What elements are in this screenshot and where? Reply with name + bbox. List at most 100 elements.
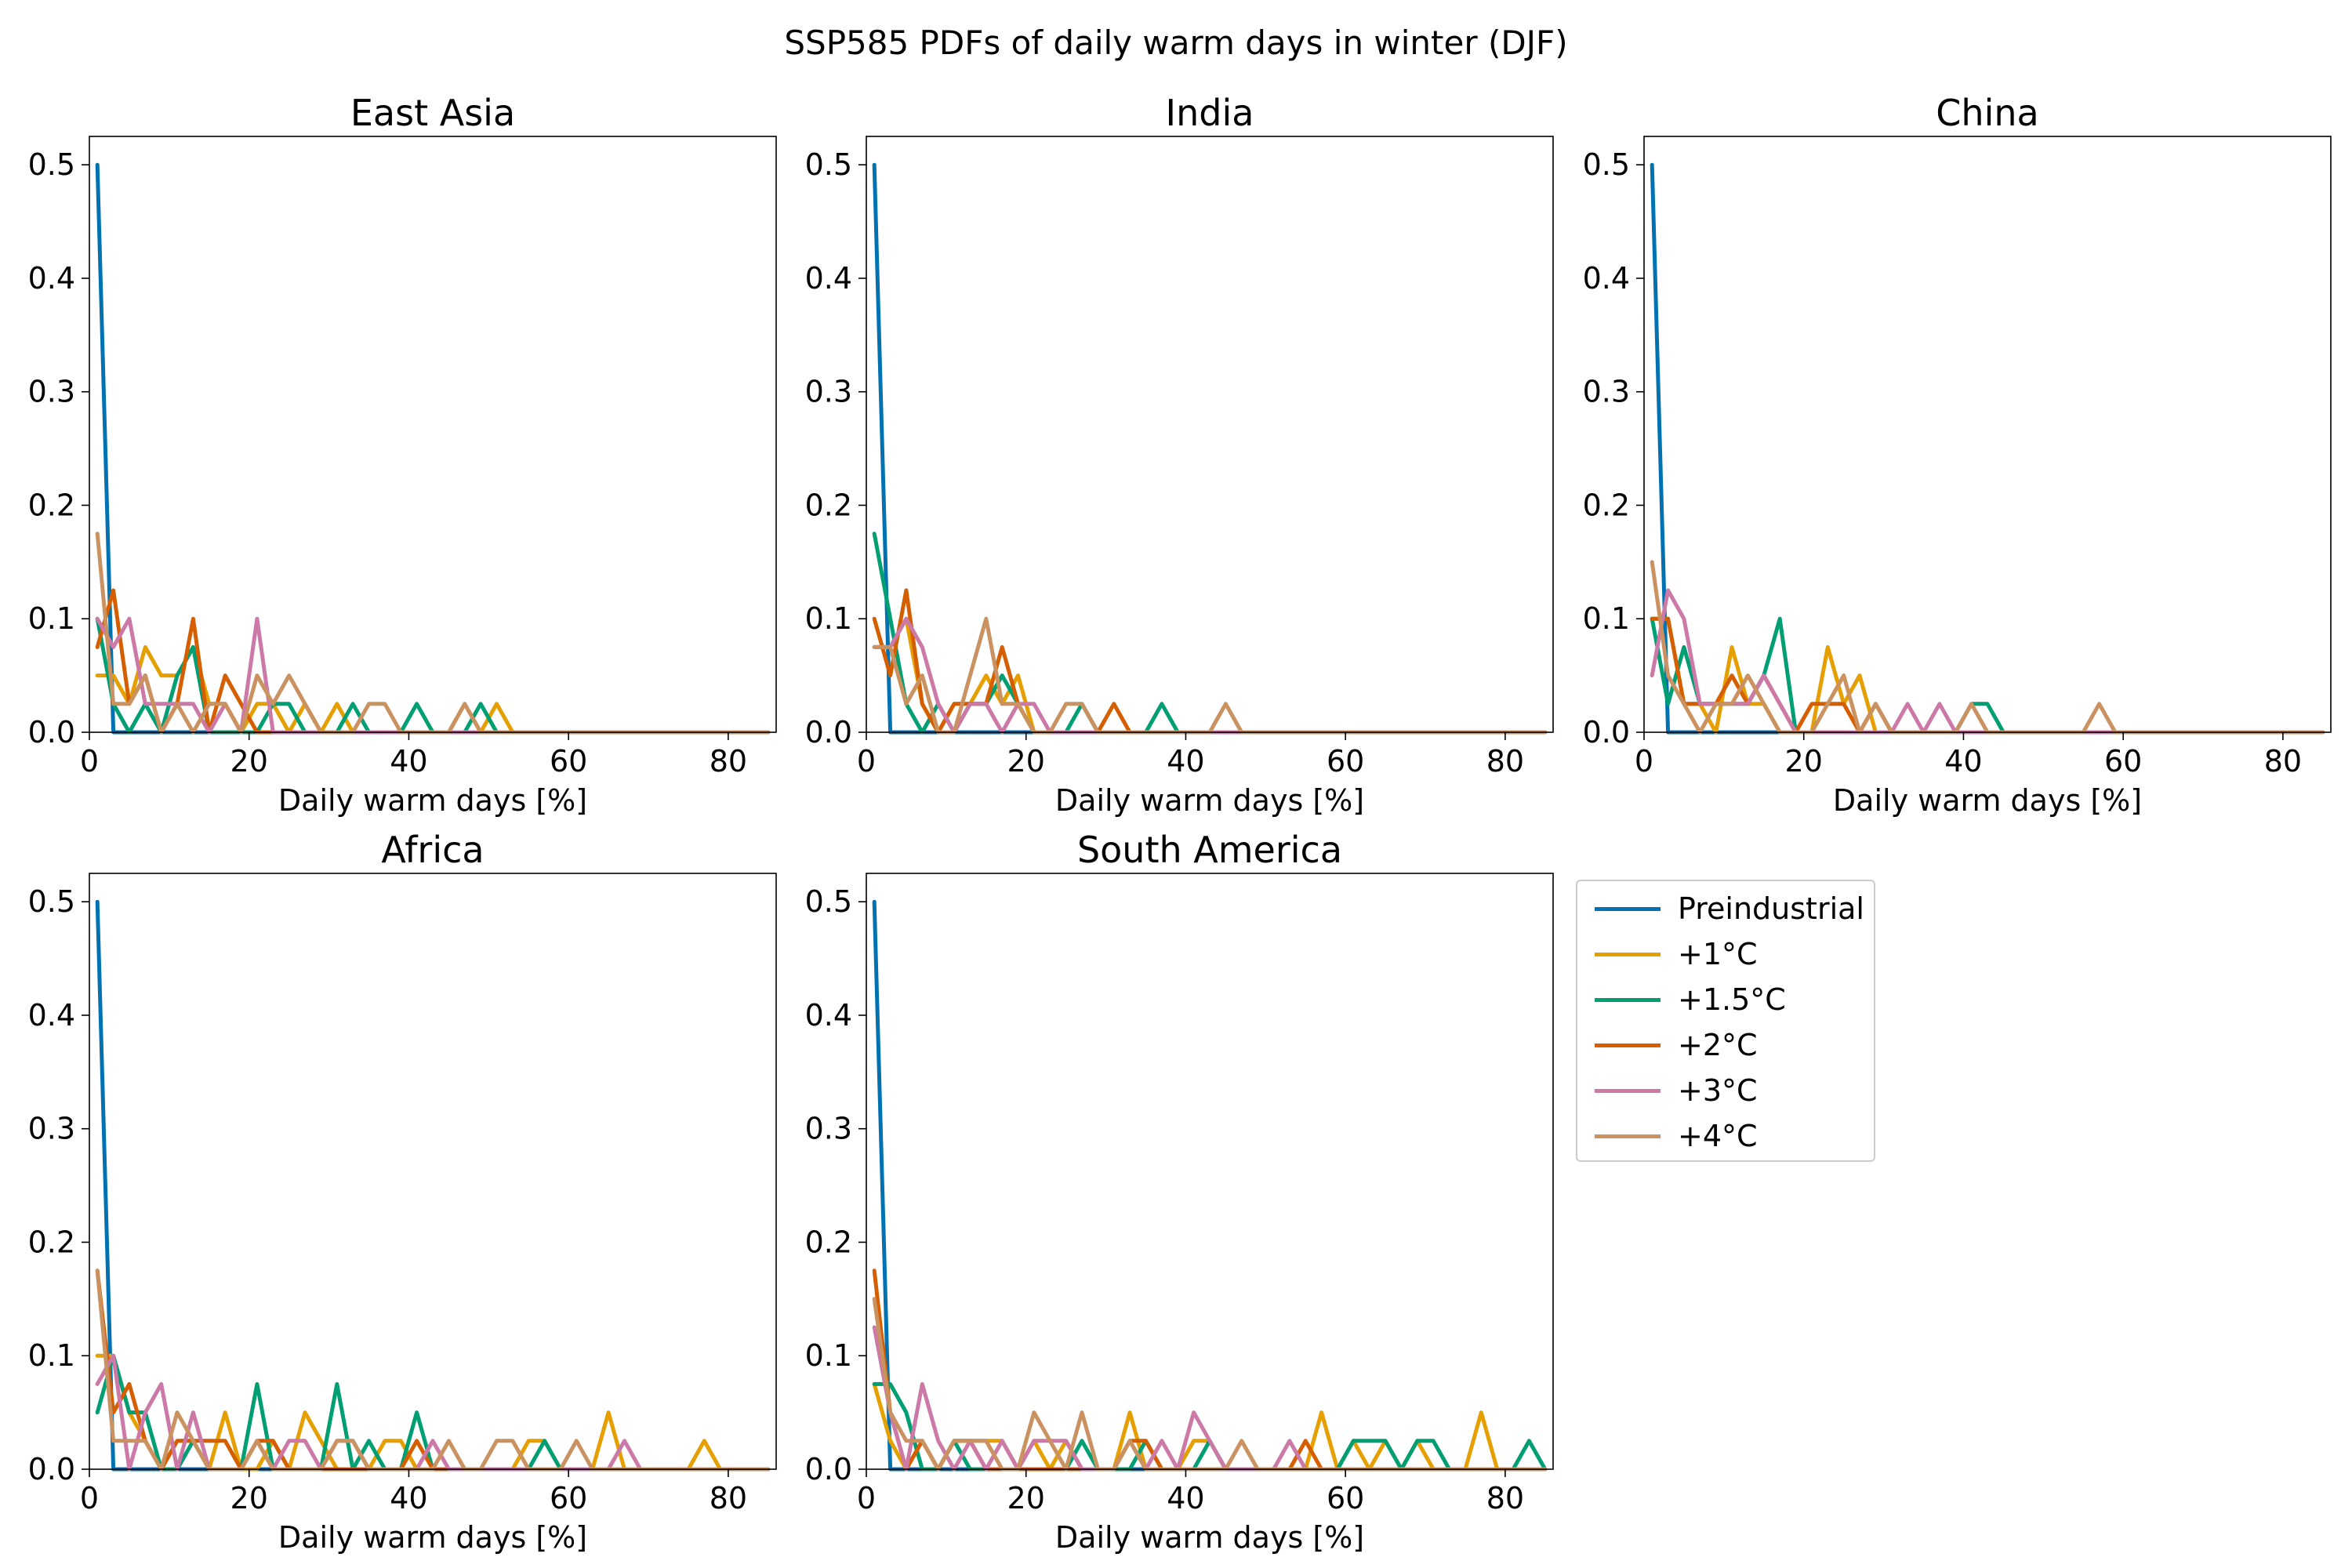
- x-tick-label: 20: [230, 1481, 268, 1515]
- legend-item-plus-1c: +1°C: [1595, 935, 1758, 974]
- y-tick-label: 0.0: [805, 715, 852, 750]
- series-line-2-c: [872, 588, 1548, 735]
- legend-label: +3°C: [1678, 1073, 1758, 1108]
- series-line-preindustrial: [1650, 162, 2325, 735]
- x-axis-label: Daily warm days [%]: [278, 1520, 587, 1555]
- x-tick-label: 0: [80, 744, 99, 779]
- y-tick-label: 0.3: [28, 375, 75, 409]
- y-tick-label: 0.5: [1583, 147, 1630, 182]
- y-tick-label: 0.5: [28, 884, 75, 919]
- panel-title: India: [1166, 92, 1254, 134]
- x-tick-label: 40: [1167, 1481, 1204, 1515]
- series-line-4-c: [95, 1269, 771, 1472]
- panel-china: China 0 20 40 60 80 0.0 0.1 0.2 0.3 0.4 0.5 Daily wa…: [1583, 92, 2332, 818]
- x-tick-label: 80: [2264, 744, 2302, 779]
- x-tick-label: 60: [550, 744, 587, 779]
- x-tick-label: 80: [1486, 1481, 1524, 1515]
- y-tick-label: 0.3: [1583, 375, 1630, 409]
- panel-title: Africa: [381, 829, 484, 871]
- x-tick-label: 60: [2104, 744, 2142, 779]
- panel-east-asia: East Asia 0 20 40 60 80 0.0 0.1 0.2 0.3 0.4 0.5 Dail…: [28, 92, 777, 818]
- legend-swatch: [1595, 906, 1661, 911]
- y-tick-label: 0.4: [805, 998, 852, 1033]
- x-tick-label: 40: [390, 744, 427, 779]
- x-axis-label: Daily warm days [%]: [1055, 1520, 1364, 1555]
- series-line-3-c: [872, 1325, 1548, 1472]
- panel-title: China: [1936, 92, 2038, 134]
- series-line-1-c: [872, 1381, 1548, 1472]
- series-line-1-5-c: [872, 1381, 1548, 1472]
- y-tick-label: 0.3: [28, 1112, 75, 1146]
- x-tick-label: 40: [1944, 744, 1982, 779]
- y-tick-label: 0.3: [805, 375, 852, 409]
- legend-item-plus-3c: +3°C: [1595, 1071, 1758, 1110]
- series-line-1-c: [1650, 616, 2325, 735]
- axes-frame: [866, 873, 1554, 1470]
- y-tick-label: 0.0: [805, 1452, 852, 1486]
- y-tick-label: 0.2: [28, 1225, 75, 1259]
- x-tick-label: 80: [1486, 744, 1524, 779]
- x-axis-label: Daily warm days [%]: [278, 783, 587, 818]
- y-tick-label: 0.3: [805, 1112, 852, 1146]
- x-tick-label: 0: [1635, 744, 1653, 779]
- panel-africa: Africa 0 20 40 60 80 0.0 0.1 0.2 0.3 0.4 0.5 Daily w…: [28, 829, 777, 1555]
- series-line-3-c: [872, 616, 1548, 735]
- x-tick-label: 60: [1327, 1481, 1364, 1515]
- x-tick-label: 60: [1327, 744, 1364, 779]
- y-tick-label: 0.5: [28, 147, 75, 182]
- x-axis-label: Daily warm days [%]: [1833, 783, 2142, 818]
- x-tick-label: 40: [1167, 744, 1204, 779]
- y-tick-label: 0.2: [1583, 488, 1630, 522]
- x-tick-label: 20: [230, 744, 268, 779]
- series-line-4-c: [95, 532, 771, 735]
- legend-swatch: [1595, 952, 1661, 956]
- x-tick-label: 0: [857, 744, 876, 779]
- y-tick-label: 0.1: [1583, 601, 1630, 636]
- x-tick-label: 20: [1785, 744, 1823, 779]
- x-tick-label: 60: [550, 1481, 587, 1515]
- series-line-4-c: [872, 616, 1548, 735]
- x-tick-label: 0: [857, 1481, 876, 1515]
- legend-item-plus-1-5c: +1.5°C: [1595, 980, 1786, 1019]
- y-tick-label: 0.0: [1583, 715, 1630, 750]
- y-tick-label: 0.2: [28, 488, 75, 522]
- legend-item-plus-4c: +4°C: [1595, 1116, 1758, 1156]
- y-tick-label: 0.4: [28, 261, 75, 296]
- y-tick-label: 0.0: [28, 1452, 75, 1486]
- axes-frame: [866, 136, 1554, 733]
- x-tick-label: 0: [80, 1481, 99, 1515]
- legend-label: +1.5°C: [1678, 982, 1786, 1017]
- legend-swatch: [1595, 1134, 1661, 1138]
- series-line-1-c: [872, 616, 1548, 735]
- series-line-preindustrial: [872, 899, 1548, 1472]
- axes-frame: [89, 873, 777, 1470]
- y-tick-label: 0.2: [805, 1225, 852, 1259]
- panel-south-america: South America 0 20 40 60 80 0.0 0.1 0.2 0.3 0.4 0.5…: [805, 829, 1554, 1555]
- panel-india: India 0 20 40 60 80 0.0 0.1 0.2 0.3 0.4 0.5 Daily wa…: [805, 92, 1554, 818]
- axes-frame: [1643, 136, 2332, 733]
- legend-label: +4°C: [1678, 1119, 1758, 1153]
- legend: Preindustrial +1°C +1.5°C +2°C +3°C +4°C: [1576, 880, 1875, 1162]
- legend-item-plus-2c: +2°C: [1595, 1025, 1758, 1065]
- series-line-3-c: [1650, 588, 2325, 735]
- y-tick-label: 0.1: [28, 601, 75, 636]
- series-line-preindustrial: [872, 162, 1548, 735]
- x-tick-label: 20: [1007, 1481, 1045, 1515]
- axes-frame: [89, 136, 777, 733]
- x-axis-label: Daily warm days [%]: [1055, 783, 1364, 818]
- y-tick-label: 0.5: [805, 884, 852, 919]
- y-tick-label: 0.0: [28, 715, 75, 750]
- y-tick-label: 0.4: [805, 261, 852, 296]
- legend-label: Preindustrial: [1678, 891, 1864, 926]
- legend-swatch: [1595, 997, 1661, 1002]
- series-line-1-5-c: [1650, 616, 2325, 735]
- x-tick-label: 40: [390, 1481, 427, 1515]
- figure-title: SSP585 PDFs of daily warm days in winter…: [784, 24, 1568, 62]
- x-tick-label: 80: [710, 1481, 747, 1515]
- legend-swatch: [1595, 1043, 1661, 1047]
- y-tick-label: 0.1: [805, 1338, 852, 1373]
- legend-swatch: [1595, 1088, 1661, 1093]
- y-tick-label: 0.1: [805, 601, 852, 636]
- series-line-2-c: [1650, 616, 2325, 735]
